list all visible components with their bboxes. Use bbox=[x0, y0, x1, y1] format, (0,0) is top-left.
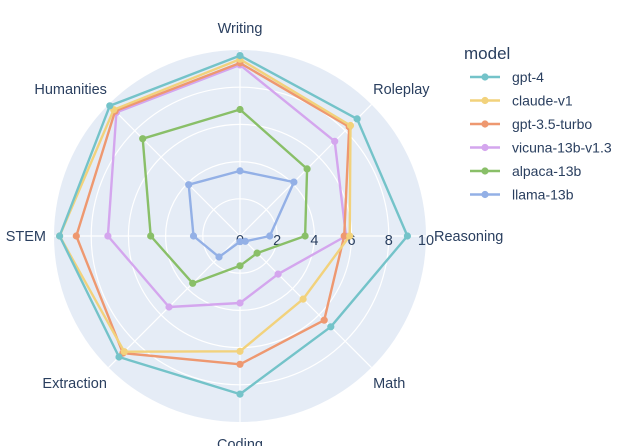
category-axis-labels: Writing Roleplay Reasoning Math Coding Extrac… bbox=[6, 21, 504, 446]
legend-swatch-marker bbox=[481, 143, 489, 152]
grid-spoke bbox=[108, 104, 241, 237]
data-point bbox=[106, 102, 114, 110]
data-point bbox=[115, 353, 123, 361]
data-point bbox=[139, 135, 147, 143]
data-point bbox=[253, 249, 261, 257]
series-llama-13b bbox=[185, 167, 298, 261]
data-point bbox=[301, 232, 309, 240]
radial-tick-label: 10 bbox=[418, 233, 434, 249]
data-point bbox=[266, 232, 274, 240]
data-point bbox=[340, 232, 348, 240]
legend-label: gpt-4 bbox=[512, 69, 544, 85]
data-point bbox=[236, 262, 244, 270]
axis-label-roleplay: Roleplay bbox=[373, 82, 430, 98]
radial-tick-label: 4 bbox=[310, 233, 318, 249]
axis-label-stem: STEM bbox=[6, 229, 46, 245]
legend-label: alpaca-13b bbox=[512, 163, 581, 179]
data-point bbox=[236, 390, 244, 398]
data-point bbox=[215, 253, 223, 261]
legend-swatch-marker bbox=[481, 190, 489, 199]
radial-tick-label: 6 bbox=[348, 233, 356, 249]
legend-title: model bbox=[464, 44, 510, 63]
data-point bbox=[403, 232, 411, 240]
data-point bbox=[147, 232, 155, 240]
legend-swatch-marker bbox=[481, 73, 489, 81]
axis-label-reasoning: Reasoning bbox=[434, 229, 503, 245]
radial-tick-label: 8 bbox=[385, 233, 393, 249]
data-point bbox=[346, 121, 355, 130]
data-point bbox=[236, 167, 244, 175]
data-point bbox=[120, 348, 128, 356]
series-gpt-4 bbox=[56, 52, 411, 398]
legend-item-gpt-4[interactable]: gpt-4 bbox=[470, 69, 544, 85]
data-point bbox=[320, 316, 328, 324]
data-point bbox=[303, 165, 311, 173]
legend-item-claude-v1[interactable]: claude-v1 bbox=[470, 93, 573, 109]
data-point bbox=[274, 270, 282, 278]
radial-tick-label: 2 bbox=[273, 233, 281, 249]
legend-swatch-marker bbox=[481, 167, 489, 175]
watermark-text: 知乎 @凡心 bbox=[528, 412, 597, 428]
legend-label: claude-v1 bbox=[512, 93, 573, 109]
data-point bbox=[353, 115, 361, 123]
data-point bbox=[236, 105, 244, 114]
legend-label: gpt-3.5-turbo bbox=[512, 116, 592, 132]
legend-item-llama-13b[interactable]: llama-13b bbox=[470, 187, 574, 203]
data-point bbox=[236, 299, 244, 307]
series-layer bbox=[56, 52, 411, 398]
legend-label: llama-13b bbox=[512, 187, 574, 203]
legend-item-alpaca-13b[interactable]: alpaca-13b bbox=[470, 163, 581, 179]
legend-swatch-marker bbox=[481, 96, 489, 105]
data-point bbox=[185, 181, 193, 189]
legend-swatch-marker bbox=[481, 120, 489, 128]
data-point bbox=[290, 178, 298, 186]
data-point bbox=[189, 232, 198, 240]
data-point bbox=[327, 323, 335, 331]
axis-label-extraction: Extraction bbox=[42, 376, 106, 392]
data-point bbox=[299, 295, 307, 303]
axis-label-writing: Writing bbox=[218, 21, 263, 37]
data-point bbox=[72, 232, 80, 240]
legend-item-vicuna-13b-v1.3[interactable]: vicuna-13b-v1.3 bbox=[470, 140, 612, 156]
data-point bbox=[104, 232, 112, 240]
axis-label-coding: Coding bbox=[217, 437, 263, 446]
data-point bbox=[236, 238, 244, 246]
legend-item-gpt-3.5-turbo[interactable]: gpt-3.5-turbo bbox=[470, 116, 592, 132]
data-point bbox=[56, 232, 64, 240]
data-point bbox=[236, 360, 244, 368]
data-point bbox=[165, 303, 173, 311]
data-point bbox=[236, 52, 244, 60]
data-point bbox=[241, 237, 249, 245]
data-point bbox=[236, 347, 244, 355]
data-point bbox=[331, 137, 339, 145]
axis-label-humanities: Humanities bbox=[34, 82, 107, 98]
axis-label-math: Math bbox=[373, 376, 405, 392]
series-alpaca-13b bbox=[139, 105, 311, 287]
grid-spoke bbox=[239, 235, 372, 368]
legend-label: vicuna-13b-v1.3 bbox=[512, 140, 612, 156]
data-point bbox=[346, 232, 354, 240]
data-point bbox=[189, 279, 197, 287]
